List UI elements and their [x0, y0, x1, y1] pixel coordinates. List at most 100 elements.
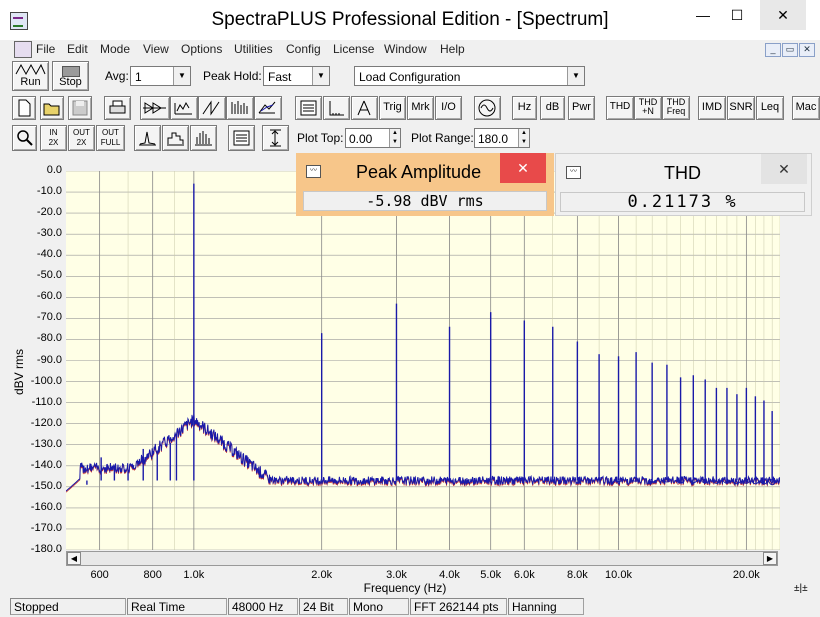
spectrum-icon — [174, 101, 192, 115]
status-sample-rate: 48000 Hz — [228, 598, 298, 615]
chevron-down-icon[interactable]: ▼ — [567, 67, 584, 85]
thd-close-button[interactable]: ✕ — [761, 154, 807, 184]
3d-surface-button[interactable] — [254, 96, 282, 120]
menu-options[interactable]: Options — [181, 42, 223, 56]
x-tick-label: 6.0k — [513, 569, 535, 581]
menu-config[interactable]: Config — [286, 42, 321, 56]
x-tick-label: 10.0k — [605, 569, 632, 581]
marker-button[interactable]: Mrk — [407, 96, 434, 120]
spectrum-mode-button[interactable] — [170, 96, 198, 120]
y-tick-label: -170.0 — [30, 521, 62, 534]
y-tick-label: -30.0 — [36, 227, 62, 240]
autoscale-button[interactable] — [262, 125, 289, 151]
resize-arrows-icon[interactable]: ±|± — [794, 583, 808, 594]
x-tick-label: 4.0k — [439, 569, 460, 581]
menu-file[interactable]: File — [36, 42, 56, 56]
thd-window[interactable]: 〰 THD ✕ 0.21173 % — [555, 153, 812, 216]
menu-window[interactable]: Window — [384, 42, 427, 56]
horizontal-scrollbar[interactable]: ◀ ▶ — [66, 551, 778, 566]
step-plot-button[interactable] — [162, 125, 189, 151]
avg-select[interactable]: 1 ▼ — [130, 66, 191, 86]
configuration-select[interactable]: Load Configuration ▼ — [354, 66, 585, 86]
menu-mode[interactable]: Mode — [100, 42, 131, 56]
thd-button[interactable]: THD — [606, 96, 634, 120]
y-tick-label: -60.0 — [36, 290, 62, 303]
thd-freq-button[interactable]: THD Freq — [662, 96, 690, 120]
peak-amplitude-close-button[interactable]: ✕ — [500, 153, 546, 183]
run-label: Run — [20, 76, 41, 88]
io-button[interactable]: I/O — [435, 96, 462, 120]
meter-icon: 〰 — [566, 166, 581, 179]
chevron-down-icon[interactable]: ▼ — [312, 67, 329, 85]
plot-range-value: 180.0 — [478, 132, 509, 146]
trigger-button[interactable]: Trig — [379, 96, 406, 120]
fast-forward-icon — [143, 102, 166, 114]
db-button[interactable]: dB — [540, 96, 565, 120]
menu-help[interactable]: Help — [440, 42, 465, 56]
spinner-arrows-icon[interactable]: ▲ ▼ — [518, 129, 529, 147]
plot-range-input[interactable]: 180.0 ▲ ▼ — [474, 128, 530, 148]
avg-value: 1 — [135, 70, 142, 84]
mdi-close-button[interactable]: ✕ — [799, 43, 815, 57]
maximize-button[interactable]: ☐ — [730, 7, 744, 23]
view-settings-button[interactable] — [295, 96, 322, 120]
wave-icon — [15, 63, 46, 76]
macro-button[interactable]: Mac — [792, 96, 820, 120]
axis-button[interactable] — [323, 96, 350, 120]
status-state: Stopped — [10, 598, 126, 615]
zoom-button[interactable] — [12, 125, 37, 151]
time-series-button[interactable] — [198, 96, 226, 120]
plot-area[interactable] — [65, 170, 781, 551]
calibration-button[interactable] — [351, 96, 378, 120]
zoom-out-bottom-label: 2X — [76, 138, 87, 147]
document-icon[interactable] — [14, 41, 32, 58]
new-button[interactable] — [12, 96, 36, 120]
peak-hold-select[interactable]: Fast ▼ — [263, 66, 330, 86]
spectrogram-button[interactable] — [226, 96, 254, 120]
spectrogram-icon — [231, 101, 248, 114]
menu-utilities[interactable]: Utilities — [234, 42, 273, 56]
hz-button[interactable]: Hz — [512, 96, 537, 120]
mdi-restore-button[interactable]: ▭ — [782, 43, 798, 57]
chevron-down-icon[interactable]: ▼ — [173, 67, 190, 85]
power-button[interactable]: Pwr — [568, 96, 595, 120]
save-button[interactable] — [68, 96, 92, 120]
zoom-out-button[interactable]: OUT 2X — [68, 125, 95, 151]
fast-forward-button[interactable] — [140, 96, 170, 120]
menu-license[interactable]: License — [333, 42, 375, 56]
stop-button[interactable]: Stop — [52, 61, 89, 91]
y-tick-label: -130.0 — [30, 437, 62, 450]
thd-freq-top-label: THD — [666, 97, 686, 107]
peak-skirt — [614, 480, 623, 482]
peak-hold-label: Peak Hold: — [203, 69, 262, 83]
minimize-button[interactable]: — — [696, 7, 710, 23]
scroll-left-icon[interactable]: ◀ — [67, 552, 81, 565]
thd-n-button[interactable]: THD +N — [634, 96, 662, 120]
open-button[interactable] — [40, 96, 64, 120]
menu-view[interactable]: View — [143, 42, 169, 56]
peak-skirt — [759, 480, 769, 485]
imd-button[interactable]: IMD — [698, 96, 726, 120]
plot-settings-button[interactable] — [228, 125, 255, 151]
signal-generator-button[interactable] — [474, 96, 501, 120]
zoom-full-button[interactable]: OUT FULL — [96, 125, 125, 151]
plot-top-input[interactable]: 0.00 ▲ ▼ — [345, 128, 401, 148]
leq-button[interactable]: Leq — [756, 96, 784, 120]
zoom-in-button[interactable]: IN 2X — [40, 125, 67, 151]
x-tick-label: 8.0k — [566, 569, 588, 581]
peak-line-icon — [139, 131, 156, 146]
menu-edit[interactable]: Edit — [67, 42, 88, 56]
scroll-right-icon[interactable]: ▶ — [763, 552, 777, 565]
app-icon[interactable] — [10, 12, 28, 30]
run-button[interactable]: Run — [12, 61, 49, 91]
spinner-arrows-icon[interactable]: ▲ ▼ — [389, 129, 400, 147]
peak-skirt — [741, 480, 751, 484]
snr-button[interactable]: SNR — [727, 96, 755, 120]
close-button[interactable]: ✕ — [760, 0, 806, 30]
mdi-minimize-button[interactable]: _ — [765, 43, 781, 57]
spectrum-plot[interactable] — [65, 170, 781, 551]
line-plot-button[interactable] — [134, 125, 161, 151]
bar-plot-button[interactable] — [190, 125, 217, 151]
peak-amplitude-window[interactable]: 〰 Peak Amplitude ✕ -5.98 dBV rms — [296, 153, 554, 216]
print-button[interactable] — [104, 96, 131, 120]
